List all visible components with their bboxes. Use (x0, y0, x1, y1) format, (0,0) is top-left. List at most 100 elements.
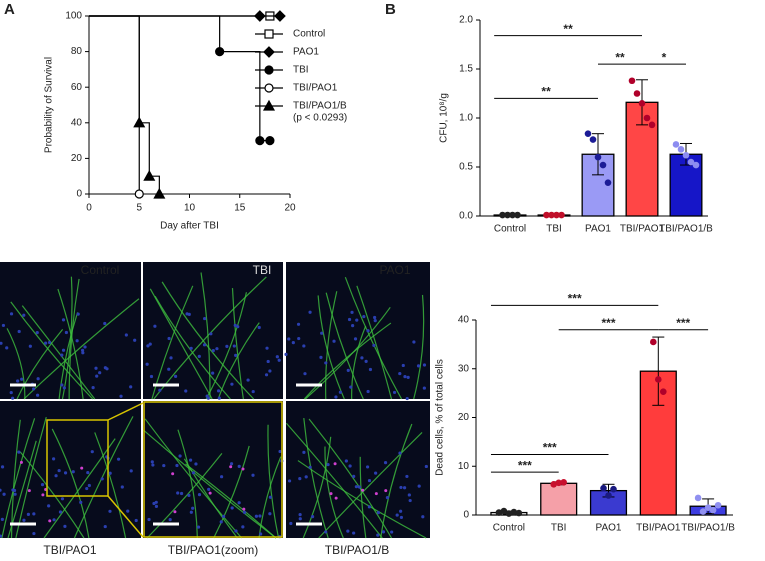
nucleus (150, 460, 154, 464)
nucleus (152, 501, 156, 506)
nucleus (11, 488, 15, 492)
legend-note: (p < 0.0293) (293, 113, 347, 124)
x-tick-label: 5 (136, 203, 142, 214)
nucleus (402, 486, 407, 490)
tissue-stain (10, 301, 94, 400)
dead-cell (41, 493, 45, 497)
zoom-frame (143, 401, 283, 538)
nucleus (91, 386, 95, 390)
nucleus (374, 471, 378, 475)
nucleus (108, 471, 112, 475)
nucleus (0, 341, 3, 345)
tissue-stain (380, 423, 413, 539)
nucleus (354, 485, 358, 489)
dead-cell (48, 519, 52, 523)
nucleus (206, 396, 210, 400)
y-tick-label: 1.0 (459, 113, 473, 124)
tissue-stain (154, 295, 231, 400)
tissue-stain (344, 276, 403, 400)
nucleus (178, 454, 182, 458)
nucleus (324, 530, 328, 534)
nucleus (287, 479, 292, 483)
nucleus (9, 390, 13, 395)
tissue-stain (6, 328, 26, 400)
nucleus (124, 333, 128, 337)
nucleus (416, 364, 421, 368)
nucleus (54, 474, 58, 478)
nucleus (60, 353, 64, 357)
data-point (655, 376, 662, 383)
nucleus (17, 329, 21, 334)
image-label: TBI (253, 263, 272, 277)
nucleus (85, 486, 89, 491)
nucleus (362, 314, 366, 319)
x-tick-label: 15 (234, 203, 246, 214)
nucleus (52, 457, 56, 461)
nucleus (291, 341, 295, 345)
marker (133, 116, 146, 128)
nucleus (0, 465, 5, 469)
nucleus (0, 488, 2, 492)
x-tick-label: TBI/PAO1/B (681, 523, 735, 534)
nucleus (126, 509, 130, 513)
y-tick-label: 100 (65, 11, 82, 22)
nucleus (403, 375, 407, 379)
nucleus (62, 386, 66, 390)
legend-label: TBI (293, 65, 309, 76)
y-tick-label: 20 (71, 153, 83, 164)
nucleus (424, 464, 428, 469)
y-axis-label: Dead cells, % of total cells (435, 359, 446, 476)
nucleus (251, 473, 255, 477)
nucleus (338, 390, 342, 394)
nucleus (197, 354, 201, 358)
data-point (589, 136, 597, 143)
data-point (500, 507, 508, 515)
data-point (553, 211, 560, 219)
marker (274, 10, 286, 22)
nucleus (87, 483, 91, 488)
tissue-stain (149, 288, 213, 400)
nucleus (22, 313, 26, 317)
nucleus (310, 515, 315, 519)
nucleus (412, 340, 416, 344)
nucleus (406, 375, 410, 379)
nucleus (94, 366, 98, 370)
x-tick-label: Control (494, 224, 526, 235)
y-axis-label: Probability of Survival (44, 57, 55, 153)
marker (254, 10, 266, 22)
nucleus (52, 518, 56, 522)
tissue-stain (213, 445, 250, 539)
dead-cell (27, 489, 31, 493)
tissue-stain (413, 294, 425, 400)
significance-label: *** (543, 441, 557, 455)
data-point (660, 388, 667, 395)
data-point (650, 338, 657, 346)
tissue-stain (142, 429, 277, 539)
nucleus (153, 324, 157, 328)
nucleus (277, 358, 281, 362)
nucleus (221, 514, 226, 519)
nucleus (103, 321, 107, 326)
nucleus (266, 359, 270, 364)
nucleus (346, 368, 350, 372)
nucleus (20, 377, 24, 381)
zoom-line (107, 495, 144, 538)
nucleus (264, 373, 269, 377)
nucleus (296, 322, 301, 326)
nucleus (0, 534, 3, 538)
nucleus (47, 504, 51, 508)
nucleus (216, 389, 221, 393)
nucleus (40, 483, 45, 487)
nucleus (196, 525, 201, 529)
tissue-stain (304, 306, 391, 400)
tissue-stain (94, 432, 127, 539)
tissue-stain (317, 295, 345, 400)
nucleus (203, 316, 207, 321)
data-point (599, 161, 607, 169)
significance-label: ** (541, 85, 551, 99)
dead-cell (242, 507, 246, 511)
dead-cell (171, 472, 175, 476)
nucleus (64, 330, 68, 335)
nucleus (151, 463, 155, 467)
